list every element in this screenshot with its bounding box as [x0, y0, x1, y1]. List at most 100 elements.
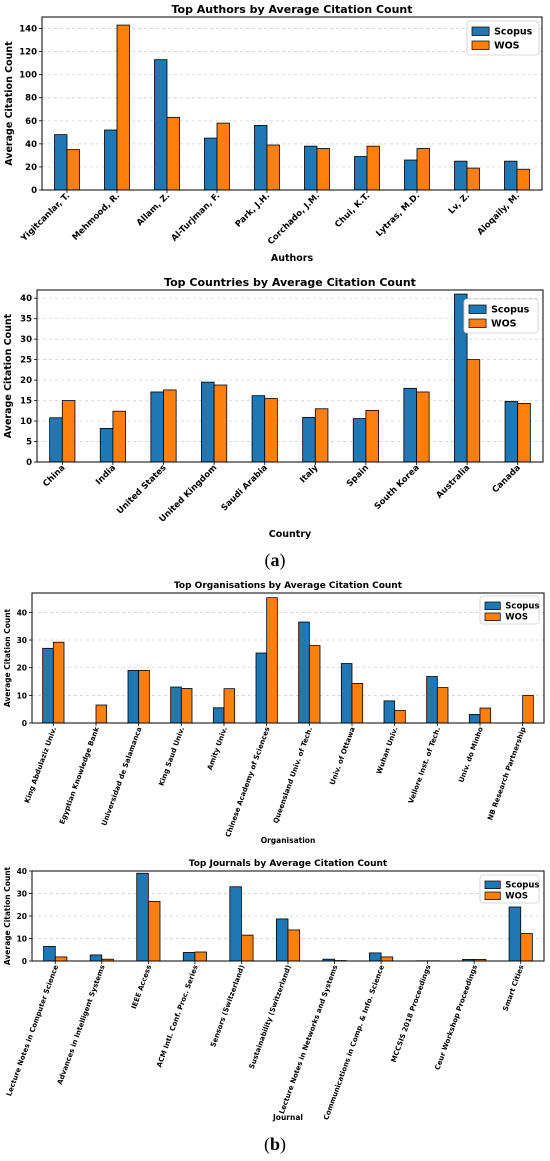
bar-wos: [223, 688, 236, 724]
legend-label-wos: WOS: [505, 613, 528, 623]
chart-panel-authors: Top Authors by Average Citation Count 0 20…: [0, 0, 550, 270]
x-category-label: ACM Intl. Conf. Proc. Series: [155, 964, 200, 1068]
caption-a: (a): [264, 550, 286, 570]
legend-swatch-scopus: [471, 26, 490, 36]
bar-wos: [394, 710, 406, 724]
x-category-label: Italy: [298, 463, 321, 486]
bar-wos: [166, 116, 180, 191]
bar-scopus: [255, 652, 268, 724]
y-tick-label: 60: [25, 117, 37, 127]
legend-swatch-scopus: [484, 601, 501, 611]
x-category-label: Australia: [435, 463, 473, 501]
y-tick-label: 30: [20, 335, 32, 345]
bar-scopus: [304, 145, 318, 191]
x-category-label: Ceur Workshop Proceedings: [434, 964, 480, 1071]
bar-scopus: [369, 952, 382, 962]
bar-wos: [112, 410, 126, 463]
bar-scopus: [254, 125, 268, 191]
y-tick-label: 20: [25, 163, 37, 173]
x-category-label: South Korea: [373, 463, 422, 512]
bar-wos: [520, 933, 533, 962]
x-category-label: Queensland Univ. of Tech.: [272, 726, 314, 825]
y-tick-label: 120: [19, 48, 37, 58]
chart-title: Top Journals by Average Citation Count: [189, 859, 388, 869]
caption-a-letter: a: [270, 550, 280, 570]
chart-panel-organisations: Top Organisations by Average Citation Co…: [0, 575, 550, 850]
legend-swatch-wos: [471, 40, 490, 50]
x-category-label: Chinese Academy of Sciences: [224, 726, 271, 838]
bar-wos: [479, 707, 492, 724]
x-category-label: Vellore Inst. of Tech.: [407, 726, 442, 805]
bar-scopus: [251, 395, 266, 463]
x-category-label: Sustainability (Switzerland): [248, 964, 293, 1070]
legend-label-scopus: Scopus: [505, 602, 539, 612]
x-category-label: Lecture Notes in Computer Science: [5, 964, 60, 1098]
bar-wos: [416, 148, 430, 191]
bar-scopus: [99, 428, 114, 463]
bar-scopus: [212, 707, 225, 724]
plot-frame: [31, 592, 545, 724]
bar-scopus: [403, 387, 417, 463]
bar-wos: [351, 683, 364, 724]
bar-wos: [180, 688, 193, 724]
bar-wos: [308, 645, 321, 724]
bar-scopus: [127, 670, 140, 724]
bar-wos: [517, 403, 531, 463]
y-tick-label: 40: [17, 867, 27, 876]
legend-label-scopus: Scopus: [491, 305, 530, 316]
bar-scopus: [426, 676, 438, 724]
bar-scopus: [504, 160, 518, 191]
bar-scopus: [508, 906, 522, 962]
y-tick-label: 0: [31, 186, 37, 196]
y-tick-label: 20: [17, 664, 27, 673]
x-category-label: Canada: [491, 463, 523, 495]
bar-wos: [436, 687, 449, 724]
bar-scopus: [454, 160, 468, 191]
x-category-label: Spain: [345, 463, 371, 489]
x-category-label: Aloqaily, M.: [476, 191, 522, 237]
y-tick-label: 40: [20, 294, 32, 304]
x-category-label: United Kingdom: [158, 463, 220, 525]
legend-swatch-scopus: [468, 304, 487, 314]
bar-scopus: [154, 59, 168, 191]
journals-chart: Top Journals by Average Citation Count 0 1…: [3, 859, 545, 1122]
bar-scopus: [136, 872, 149, 962]
bar-scopus: [354, 156, 368, 191]
y-axis-label: Average Citation Count: [3, 608, 12, 707]
x-category-label: Chui, K.T.: [333, 191, 372, 230]
x-category-label: King Abdulaziz Univ.: [23, 726, 58, 804]
y-tick-label: 20: [17, 912, 27, 921]
bar-scopus: [504, 400, 519, 463]
bar-scopus: [170, 686, 182, 724]
y-tick-label: 20: [20, 376, 32, 386]
x-category-label: Lv, Z.: [447, 191, 472, 216]
bar-scopus: [182, 952, 196, 962]
legend-swatch-wos: [484, 891, 501, 901]
x-category-label: Univ. do Minho: [457, 726, 485, 784]
caption-b-letter: b: [269, 1134, 280, 1154]
bar-scopus: [104, 129, 118, 191]
y-tick-label: 0: [22, 957, 27, 966]
bar-scopus: [229, 886, 242, 962]
x-category-label: United States: [115, 463, 168, 516]
y-axis-label: Average Citation Count: [3, 866, 12, 965]
bar-wos: [54, 956, 68, 962]
x-axis-label: Organisation: [261, 836, 316, 845]
bar-scopus: [352, 418, 367, 463]
y-tick-label: 25: [20, 356, 32, 366]
bar-scopus: [150, 391, 164, 463]
legend-label-wos: WOS: [491, 319, 517, 330]
legend-swatch-wos: [484, 612, 501, 622]
bar-wos: [241, 934, 254, 962]
bar-scopus: [49, 417, 63, 463]
bar-scopus: [383, 700, 396, 724]
x-category-label: Al-Turjman, F.: [169, 191, 222, 244]
x-category-label: Advances in Intelligent Systems: [56, 964, 107, 1086]
bar-wos: [66, 149, 80, 191]
y-tick-label: 100: [19, 71, 37, 81]
bar-scopus: [340, 663, 353, 724]
x-axis-label: Country: [269, 529, 312, 540]
bar-scopus: [404, 159, 418, 191]
legend-label-wos: WOS: [505, 892, 528, 902]
bar-wos: [366, 145, 380, 191]
